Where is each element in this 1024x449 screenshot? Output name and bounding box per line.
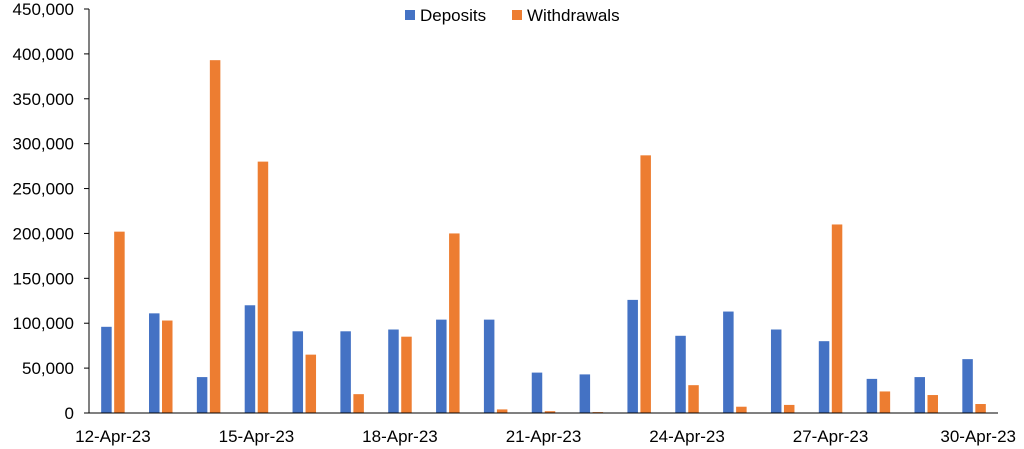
bar-withdrawals-7: [449, 233, 460, 413]
axes: [84, 8, 998, 414]
bar-withdrawals-0: [114, 231, 125, 413]
bar-deposits-0: [101, 326, 112, 413]
legend: Deposits Withdrawals: [405, 6, 620, 25]
bar-withdrawals-9: [544, 411, 556, 413]
bar-withdrawals-16: [879, 391, 891, 413]
bar-withdrawals-5: [353, 394, 364, 413]
x-tick-label: 21-Apr-23: [506, 427, 582, 446]
bar-withdrawals-6: [401, 336, 412, 413]
bar-withdrawals-8: [496, 409, 508, 413]
legend-label-deposits: Deposits: [420, 6, 486, 25]
bar-deposits-16: [866, 378, 878, 413]
bar-withdrawals-4: [305, 354, 317, 413]
y-tick-label: 150,000: [13, 269, 74, 288]
y-axis-tick-labels: 0 50,000 100,000 150,000 200,000 250,000 300,0…: [13, 0, 74, 423]
bar-deposits-11: [627, 299, 638, 413]
bar-deposits-8: [483, 319, 495, 413]
y-tick-label: 50,000: [22, 359, 74, 378]
y-tick-label: 450,000: [13, 0, 74, 19]
y-tick-label: 300,000: [13, 135, 74, 154]
bar-deposits-18: [962, 359, 973, 413]
bar-deposits-12: [675, 335, 686, 413]
bar-deposits-5: [340, 331, 351, 413]
bar-withdrawals-15: [831, 224, 843, 413]
y-tick-label: 0: [65, 404, 74, 423]
bar-deposits-1: [149, 313, 160, 413]
x-tick-label: 24-Apr-23: [649, 427, 725, 446]
bar-deposits-7: [436, 319, 447, 413]
x-axis-tick-labels: 12-Apr-23 15-Apr-23 18-Apr-23 21-Apr-23 24-A…: [75, 427, 1016, 446]
bar-withdrawals-12: [688, 385, 699, 413]
y-tick-label: 250,000: [13, 180, 74, 199]
bar-withdrawals-14: [783, 404, 795, 413]
bar-deposits-4: [292, 331, 304, 413]
bar-deposits-17: [914, 377, 925, 413]
bars-layer: [101, 60, 986, 414]
y-tick-label: 350,000: [13, 90, 74, 109]
bar-deposits-13: [723, 311, 734, 413]
bar-deposits-10: [579, 374, 591, 413]
y-tick-label: 200,000: [13, 224, 74, 243]
bar-withdrawals-2: [209, 60, 221, 414]
bar-deposits-2: [196, 377, 208, 413]
bar-deposits-6: [388, 329, 399, 413]
x-tick-label: 30-Apr-23: [940, 427, 1016, 446]
bar-withdrawals-17: [927, 395, 938, 413]
x-tick-label: 18-Apr-23: [362, 427, 438, 446]
bar-withdrawals-11: [640, 155, 651, 413]
y-tick-label: 400,000: [13, 45, 74, 64]
legend-label-withdrawals: Withdrawals: [527, 6, 620, 25]
y-tick-label: 100,000: [13, 314, 74, 333]
x-tick-label: 27-Apr-23: [793, 427, 869, 446]
bar-withdrawals-13: [736, 406, 747, 413]
bar-deposits-15: [818, 341, 830, 413]
x-tick-label: 15-Apr-23: [219, 427, 295, 446]
bar-deposits-3: [244, 305, 256, 413]
bar-withdrawals-1: [162, 320, 173, 413]
legend-swatch-deposits: [405, 10, 415, 20]
bar-deposits-14: [770, 329, 782, 413]
bar-withdrawals-18: [975, 404, 986, 413]
legend-swatch-withdrawals: [512, 10, 522, 20]
x-tick-label: 12-Apr-23: [75, 427, 151, 446]
bar-deposits-9: [531, 372, 543, 413]
bar-withdrawals-3: [257, 161, 269, 413]
